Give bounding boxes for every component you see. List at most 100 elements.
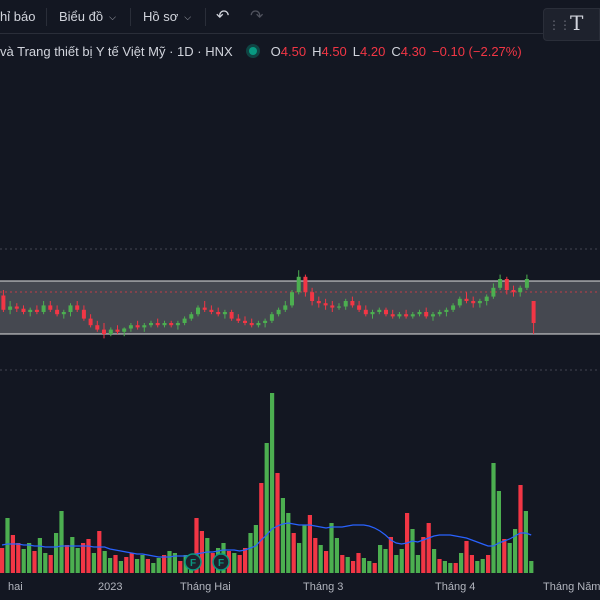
volume-bar <box>518 485 523 573</box>
candle <box>531 301 536 334</box>
floating-drawing-toolbar[interactable]: ⋮⋮ T <box>543 8 600 41</box>
volume-bar <box>356 553 361 573</box>
undo-icon[interactable]: ↶ <box>216 8 230 25</box>
candle <box>404 309 409 319</box>
volume-bar <box>135 559 140 573</box>
candle <box>310 287 315 306</box>
market-status-icon[interactable] <box>248 47 257 55</box>
volume-bar <box>91 553 96 573</box>
candle <box>431 312 435 321</box>
candle <box>14 303 19 312</box>
candle <box>34 305 39 315</box>
volume-bar <box>480 559 485 573</box>
candle <box>370 309 375 319</box>
volume-bar <box>270 393 275 573</box>
volume-bar <box>5 518 10 573</box>
volume-bar <box>502 539 507 573</box>
candle <box>108 327 113 337</box>
volume-bar <box>302 525 307 573</box>
candle <box>337 303 341 310</box>
event-marker-1[interactable]: F <box>184 553 202 571</box>
volume-bar <box>64 545 69 573</box>
volume-bar <box>361 558 366 573</box>
volume-bar <box>491 463 496 573</box>
drag-handle-icon[interactable]: ⋮⋮ <box>548 18 571 32</box>
high-label: H <box>312 44 322 59</box>
candle <box>343 298 348 310</box>
volume-bar <box>253 525 258 573</box>
volume-bar <box>286 513 291 573</box>
volume-bar <box>172 553 177 573</box>
volume-bar <box>264 443 269 573</box>
time-axis[interactable]: hai 2023 Tháng Hai Tháng 3 Tháng 4 Tháng… <box>8 581 600 593</box>
candle <box>162 320 167 328</box>
volume-bar <box>37 538 42 573</box>
volume-bar <box>162 555 167 573</box>
candle <box>115 325 120 334</box>
toolbar-divider <box>205 8 206 26</box>
candle <box>484 294 489 306</box>
volume-bar <box>108 558 113 573</box>
candle <box>209 305 214 315</box>
volume-bar <box>124 557 129 573</box>
top-toolbar: hỉ báo Biểu đồ ⌵ Hồ sơ ⌵ ↶ ↷ <box>0 0 600 34</box>
x-label-hai: hai <box>8 581 23 593</box>
symbol-legend: và Trang thiết bị Y tế Việt Mỹ · 1D · HN… <box>0 44 528 60</box>
volume-bar <box>205 538 210 573</box>
candle <box>330 301 335 312</box>
profile-dropdown[interactable]: Hồ sơ ⌵ <box>143 0 191 34</box>
volume-bar <box>237 555 242 573</box>
chart-type-dropdown[interactable]: Biểu đồ ⌵ <box>59 0 116 34</box>
candle <box>175 320 180 330</box>
candle <box>75 301 80 312</box>
open-label: O <box>270 44 281 59</box>
candle <box>350 296 355 308</box>
x-label-thang-nam: Tháng Năm <box>543 581 600 593</box>
volume-bar <box>243 548 248 573</box>
candle <box>451 303 456 312</box>
x-label-thang-hai: Tháng Hai <box>180 581 231 593</box>
candle <box>477 298 482 308</box>
volume-bar <box>340 555 345 573</box>
candle <box>182 316 187 326</box>
candle <box>128 323 133 332</box>
chart-type-label: Biểu đồ <box>59 9 104 24</box>
symbol-title[interactable]: và Trang thiết bị Y tế Việt Mỹ · 1D · HN… <box>0 44 233 59</box>
candle <box>384 307 388 317</box>
candle <box>8 301 13 315</box>
indicators-button[interactable]: hỉ báo <box>0 9 36 24</box>
candle <box>397 312 402 319</box>
volume-bar <box>426 523 431 573</box>
text-tool-icon[interactable]: T <box>570 11 584 35</box>
open-value: 4.50 <box>280 44 307 59</box>
volume-bar <box>307 515 312 573</box>
candle <box>424 307 429 319</box>
candle <box>122 327 127 337</box>
candle <box>48 301 53 312</box>
volume-bar <box>0 548 5 573</box>
candle <box>249 318 254 328</box>
candle <box>135 320 140 330</box>
candle <box>243 316 247 326</box>
volume-bar <box>378 545 383 573</box>
candle <box>444 307 449 317</box>
candle <box>222 309 227 319</box>
volume-bar <box>48 555 53 573</box>
candle <box>323 298 328 310</box>
redo-icon[interactable]: ↷ <box>250 8 264 25</box>
x-label-thang-3: Tháng 3 <box>303 581 343 593</box>
chevron-down-icon: ⌵ <box>109 12 116 22</box>
x-label-2023: 2023 <box>98 581 122 593</box>
volume-bar <box>334 538 339 573</box>
close-value: 4.30 <box>400 44 427 59</box>
candle <box>229 309 234 321</box>
volume-bar <box>421 537 426 573</box>
volume-bar <box>297 543 302 573</box>
high-value: 4.50 <box>321 44 347 59</box>
svg-text:F: F <box>218 558 224 569</box>
toolbar-divider <box>130 8 131 26</box>
candle <box>377 307 382 315</box>
volume-bar <box>81 543 86 573</box>
event-marker-2[interactable]: F <box>212 553 230 571</box>
